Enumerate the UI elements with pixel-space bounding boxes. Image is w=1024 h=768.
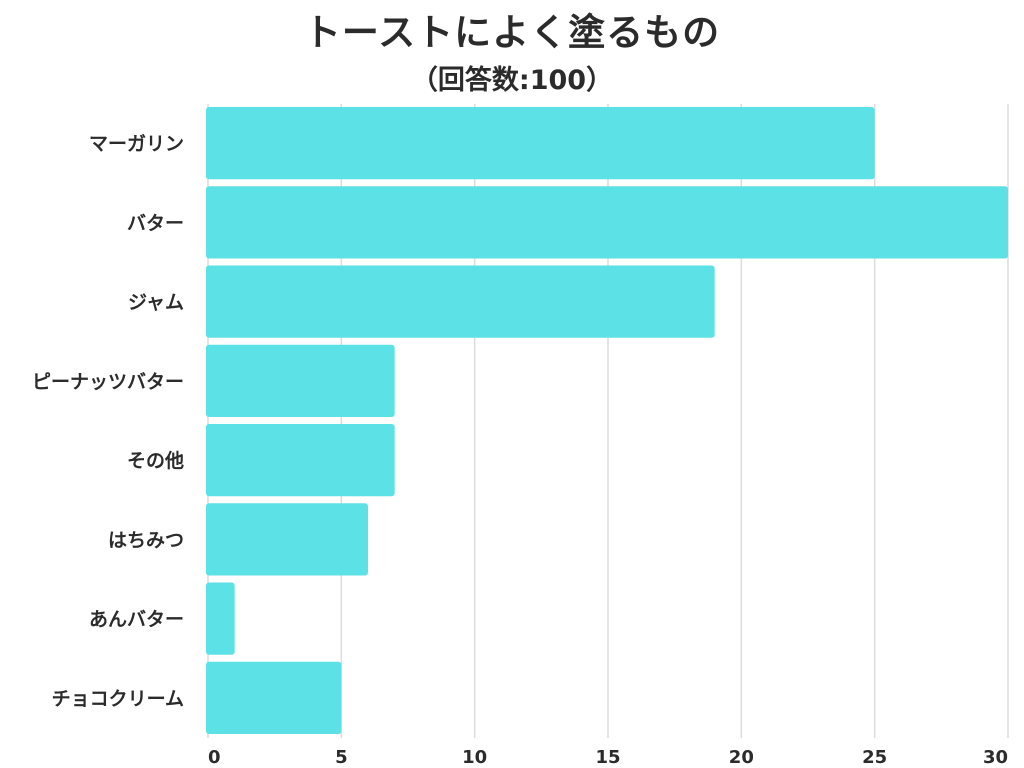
bars [206,107,1008,734]
x-tick-label: 15 [595,747,620,768]
x-tick-labels: 0 5 10 15 20 25 30 [208,747,1008,768]
x-tick-label: 20 [729,747,754,768]
category-label: マーガリン [89,133,184,155]
x-tick-label: 5 [335,747,348,768]
x-tick-label: 0 [208,747,221,768]
chart-subtitle: （回答数:100） [410,65,614,96]
bar [206,265,715,338]
bar [206,661,342,734]
bar [206,503,368,576]
bar [206,424,395,497]
x-tick-label: 25 [862,747,887,768]
category-label: あんバター [89,609,184,631]
bar [206,186,1008,259]
category-label: ジャム [128,292,184,314]
category-label: チョコクリーム [52,688,184,710]
category-label: ピーナッツバター [32,371,184,393]
x-tick-label: 30 [983,747,1008,768]
category-label: その他 [127,449,184,472]
bar [206,107,875,180]
x-tick-label: 10 [462,747,487,768]
chart-title: トーストによく塗るもの [303,11,721,54]
bar [206,582,235,655]
category-label: はちみつ [108,529,184,551]
bar [206,344,395,417]
category-label: バター [127,212,184,234]
